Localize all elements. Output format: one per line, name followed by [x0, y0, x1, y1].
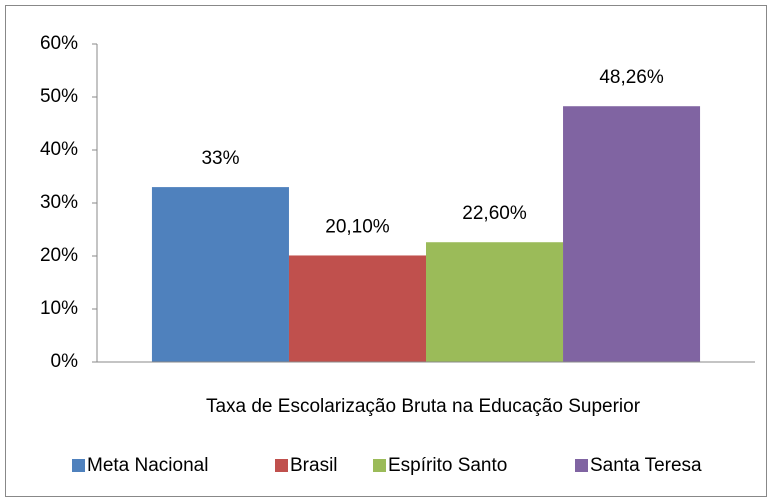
- legend-swatch: [373, 459, 386, 472]
- bar: [288, 255, 426, 362]
- x-tick-label: Taxa de Escolarização Bruta na Educação …: [206, 396, 641, 417]
- legend-label: Santa Teresa: [590, 455, 702, 476]
- y-tick-label: 60%: [40, 33, 78, 54]
- legend-swatch: [575, 459, 588, 472]
- y-tick-label: 50%: [40, 86, 78, 107]
- y-tick-label: 40%: [40, 139, 78, 160]
- legend-swatch: [275, 459, 288, 472]
- legend-label: Meta Nacional: [87, 455, 208, 476]
- data-label: 22,60%: [462, 203, 527, 224]
- bar: [563, 106, 701, 362]
- bar: [426, 242, 564, 362]
- data-label: 33%: [201, 148, 239, 169]
- data-label: 48,26%: [599, 67, 664, 88]
- y-tick-label: 20%: [40, 245, 78, 266]
- bar: [151, 187, 289, 362]
- data-label: 20,10%: [325, 216, 390, 237]
- legend-label: Brasil: [290, 455, 338, 476]
- y-tick-label: 10%: [40, 298, 78, 319]
- legend-label: Espírito Santo: [388, 455, 507, 476]
- y-tick-label: 30%: [40, 192, 78, 213]
- y-tick-label: 0%: [51, 351, 79, 372]
- legend-swatch: [72, 459, 85, 472]
